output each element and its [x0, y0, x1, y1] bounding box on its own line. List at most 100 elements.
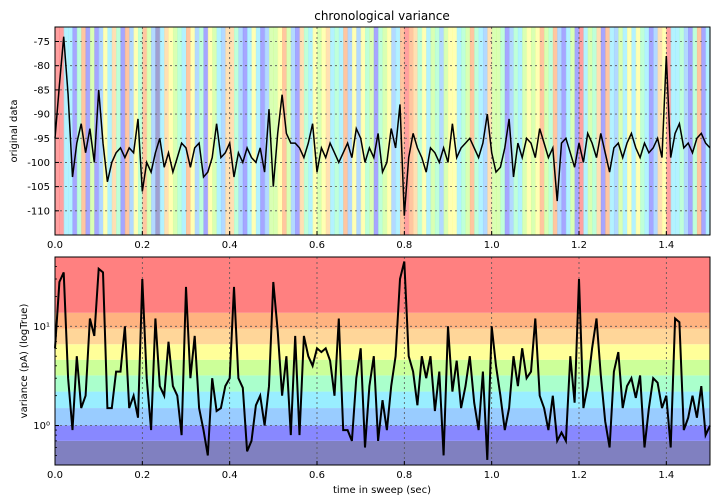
- variance-band: [613, 27, 619, 235]
- variance-band: [469, 27, 475, 235]
- variance-band: [321, 27, 327, 235]
- variance-band: [124, 27, 130, 235]
- variance-band: [509, 27, 515, 235]
- chart-title: chronological variance: [314, 9, 450, 23]
- grid: [55, 257, 710, 465]
- variance-band: [360, 27, 366, 235]
- variance-band: [268, 27, 274, 235]
- variance-band: [238, 27, 244, 235]
- y-tick-label: -90: [34, 110, 50, 121]
- variance-band: [631, 27, 637, 235]
- variance-band: [317, 27, 322, 235]
- variance-band: [526, 27, 532, 235]
- y-tick-label: 10¹: [33, 322, 50, 333]
- variance-band: [186, 27, 191, 235]
- variance-band: [225, 27, 231, 235]
- variance-band: [439, 27, 445, 235]
- x-tick-label: 0.6: [309, 470, 325, 481]
- variance-band: [570, 27, 576, 235]
- variance-level-band: [55, 440, 710, 465]
- variance-level-band: [55, 359, 710, 376]
- variance-band: [85, 27, 91, 235]
- variance-band: [430, 27, 436, 235]
- variance-band: [679, 27, 685, 235]
- variance-band: [111, 27, 117, 235]
- y-tick-label: -105: [27, 182, 50, 193]
- variance-band: [251, 27, 257, 235]
- variance-band: [456, 27, 462, 235]
- variance-band: [522, 27, 528, 235]
- variance-band: [587, 27, 593, 235]
- variance-band: [544, 27, 550, 235]
- bottom-y-ticks: 10⁰ 10¹: [33, 266, 59, 456]
- variance-band: [351, 27, 357, 235]
- variance-band: [220, 27, 226, 235]
- variance-band: [657, 27, 663, 235]
- variance-band: [330, 27, 336, 235]
- y-tick-label: -85: [34, 85, 50, 96]
- variance-band: [194, 27, 200, 235]
- y-tick-label: -80: [34, 61, 50, 72]
- variance-color-bands: [55, 27, 711, 235]
- variance-band: [216, 27, 222, 235]
- variance-band: [229, 27, 235, 235]
- variance-band: [159, 27, 165, 235]
- variance-band: [661, 27, 667, 235]
- variance-band: [500, 27, 506, 235]
- x-tick-label: 1.4: [658, 240, 674, 251]
- variance-band: [168, 27, 174, 235]
- grid: [55, 27, 710, 235]
- variance-band: [539, 27, 545, 235]
- y-tick-label: -75: [34, 37, 50, 48]
- variance-band: [474, 27, 480, 235]
- variance-band: [592, 27, 598, 235]
- top-subplot: chronological variance 0.0 0.2 0.4 0.6 0.8 1.…: [9, 9, 711, 251]
- variance-band: [513, 27, 519, 235]
- variance-level-band: [55, 375, 710, 392]
- variance-band: [391, 27, 397, 235]
- x-tick-label: 1.0: [484, 470, 500, 481]
- variance-band: [408, 27, 414, 235]
- variance-band: [242, 27, 248, 235]
- variance-band: [295, 27, 301, 235]
- variance-band: [443, 27, 449, 235]
- variance-band: [421, 27, 427, 235]
- y-tick-label: -100: [27, 158, 50, 169]
- variance-band: [622, 27, 628, 235]
- variance-band: [605, 27, 611, 235]
- variance-band: [675, 27, 681, 235]
- variance-band: [705, 27, 711, 235]
- x-tick-label: 0.2: [134, 470, 150, 481]
- variance-band: [116, 27, 122, 235]
- top-y-ticks: -75 -80 -85 -90 -95 -100 -105 -110: [27, 37, 59, 217]
- variance-band: [417, 27, 423, 235]
- x-tick-label: 0.4: [222, 240, 238, 251]
- variance-band: [203, 27, 209, 235]
- variance-band: [146, 27, 152, 235]
- variance-band: [273, 27, 279, 235]
- variance-band: [461, 27, 467, 235]
- x-tick-label: 0.8: [396, 240, 412, 251]
- variance-band: [530, 27, 536, 235]
- variance-band: [517, 27, 523, 235]
- variance-band: [478, 27, 484, 235]
- variance-band: [395, 27, 401, 235]
- x-axis-label: time in sweep (sec): [333, 485, 431, 496]
- top-axes-frame: [54, 26, 711, 236]
- variance-band: [565, 27, 571, 235]
- variance-band: [142, 27, 148, 235]
- variance-band: [548, 27, 554, 235]
- variance-band: [172, 27, 178, 235]
- variance-band: [583, 27, 589, 235]
- variance-band: [609, 27, 615, 235]
- variance-band: [496, 27, 501, 235]
- variance-band: [325, 27, 331, 235]
- variance-band: [692, 27, 698, 235]
- variance-band: [618, 27, 624, 235]
- bottom-axes-frame: [54, 256, 711, 466]
- variance-band: [234, 27, 239, 235]
- variance-band: [98, 27, 104, 235]
- variance-band: [644, 27, 650, 235]
- variance-band: [177, 27, 183, 235]
- variance-band: [382, 27, 388, 235]
